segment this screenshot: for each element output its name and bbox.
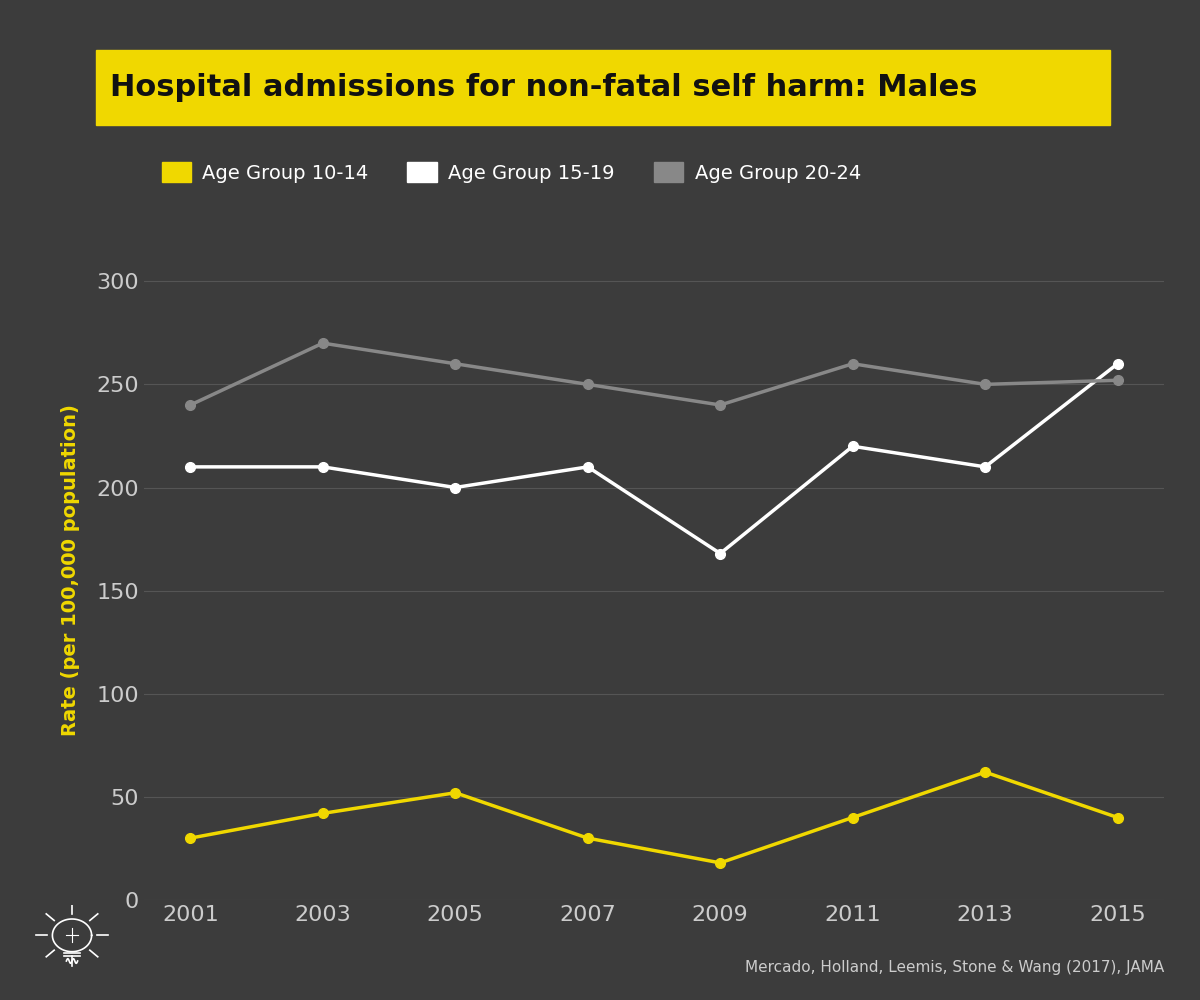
- Age Group 20-24: [846, 358, 860, 370]
- Text: Hospital admissions for non-fatal self harm: Males: Hospital admissions for non-fatal self h…: [110, 73, 978, 102]
- Age Group 15-19: [978, 461, 992, 473]
- Text: Mercado, Holland, Leemis, Stone & Wang (2017), JAMA: Mercado, Holland, Leemis, Stone & Wang (…: [745, 960, 1164, 975]
- Age Group 10-14: [978, 766, 992, 778]
- Age Group 20-24: [978, 378, 992, 390]
- Age Group 20-24: [713, 399, 727, 411]
- Age Group 10-14: [581, 832, 595, 844]
- Age Group 20-24: [184, 399, 198, 411]
- Age Group 20-24: [581, 378, 595, 390]
- Age Group 10-14: [1110, 812, 1124, 824]
- Line: Age Group 20-24: Age Group 20-24: [186, 338, 1122, 410]
- Age Group 10-14: [846, 812, 860, 824]
- Age Group 10-14: [448, 787, 462, 799]
- Age Group 10-14: [316, 807, 330, 819]
- Age Group 15-19: [846, 440, 860, 452]
- Legend: Age Group 10-14, Age Group 15-19, Age Group 20-24: Age Group 10-14, Age Group 15-19, Age Gr…: [154, 155, 869, 191]
- Age Group 10-14: [184, 832, 198, 844]
- Age Group 15-19: [184, 461, 198, 473]
- Age Group 20-24: [1110, 374, 1124, 386]
- Age Group 15-19: [713, 548, 727, 560]
- Line: Age Group 10-14: Age Group 10-14: [186, 767, 1122, 868]
- Y-axis label: Rate (per 100,000 population): Rate (per 100,000 population): [61, 404, 80, 736]
- Age Group 15-19: [1110, 358, 1124, 370]
- Age Group 10-14: [713, 857, 727, 869]
- Age Group 15-19: [448, 482, 462, 494]
- Line: Age Group 15-19: Age Group 15-19: [186, 359, 1122, 558]
- Age Group 20-24: [316, 337, 330, 349]
- Age Group 15-19: [581, 461, 595, 473]
- Age Group 20-24: [448, 358, 462, 370]
- Age Group 15-19: [316, 461, 330, 473]
